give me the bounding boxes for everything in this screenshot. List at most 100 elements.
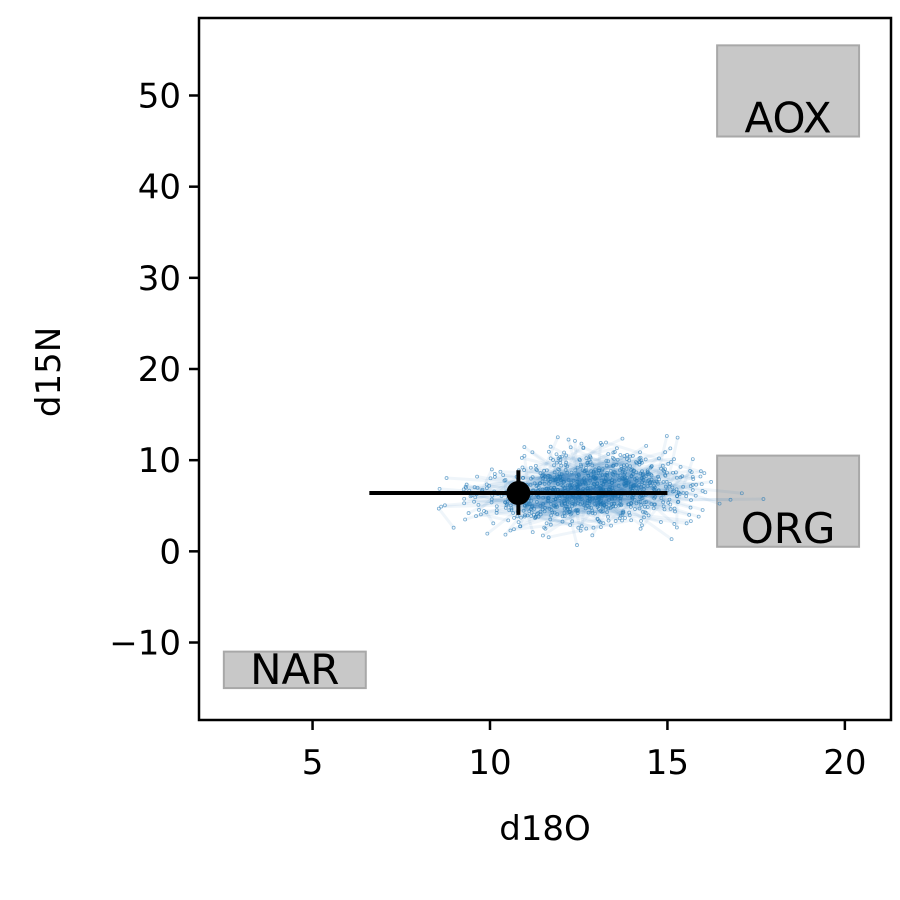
data-point [630,495,635,500]
data-point [625,453,629,457]
data-point [618,499,623,504]
data-point [472,485,477,490]
data-point [698,469,703,474]
data-point [534,467,539,472]
data-point [636,499,641,504]
data-point [577,457,582,462]
data-point [642,487,646,492]
y-tick-label: −10 [109,624,181,664]
data-point [530,530,535,535]
data-point [643,457,648,462]
data-point [598,473,603,478]
trace-line [618,454,628,481]
data-point [508,528,513,533]
data-point [615,473,620,478]
data-point [688,519,693,524]
data-point [644,444,649,448]
data-point [619,503,623,508]
data-point [503,532,508,537]
data-point [604,440,608,445]
data-point [620,469,625,474]
data-point [676,499,681,504]
data-point [674,487,679,492]
data-point [565,483,570,488]
data-point [587,498,592,503]
data-point [623,516,627,520]
data-point [617,478,621,482]
data-point [675,494,679,499]
data-point [611,450,616,455]
data-point [583,481,588,486]
data-point [641,509,645,514]
data-point [632,483,637,488]
data-point [536,495,540,499]
source-box-label: NAR [250,645,339,694]
trace-line [602,482,634,500]
data-point [522,468,527,472]
data-point [548,476,553,481]
data-point [575,484,580,488]
data-point [554,452,559,457]
data-point [498,469,503,474]
trace-line [530,467,662,481]
data-point [598,502,603,507]
trace-line [599,456,660,477]
data-point [592,471,596,476]
data-point [634,460,638,465]
data-point [573,438,577,443]
data-point [623,484,627,488]
data-point [535,468,539,473]
data-point [534,512,539,516]
data-point [690,483,695,487]
data-point [575,543,579,547]
data-point [618,453,623,457]
data-point [508,503,513,508]
trace-line [561,457,675,468]
data-point [638,450,642,455]
x-axis-label: d18O [499,809,591,849]
data-point [627,510,632,515]
data-point [552,463,556,468]
data-point [614,462,619,467]
data-point [609,523,613,528]
data-point [462,496,467,501]
data-point [521,476,526,480]
data-point [600,442,604,447]
data-point [579,464,584,469]
data-point [673,509,677,514]
trace-line [530,466,653,485]
data-point [548,502,553,506]
data-point [566,478,571,482]
data-point [587,505,592,510]
trace-line [551,508,571,516]
data-point [616,483,621,488]
source-box-label: AOX [745,94,832,143]
data-point [667,497,672,502]
data-point [558,460,563,465]
data-point [543,477,548,482]
data-point [728,497,733,502]
y-tick-label: 10 [138,441,181,481]
data-point [519,455,524,460]
data-point [573,468,578,473]
data-point [662,469,666,474]
data-point [640,523,644,528]
data-point [491,521,496,526]
trace-line [574,454,634,472]
data-point [610,455,615,460]
data-point [566,487,570,492]
data-point [530,450,535,455]
trace-line [513,497,764,504]
data-point [532,481,537,486]
trace-line [556,474,701,481]
data-point [634,501,639,506]
data-point [560,477,565,481]
data-point [518,524,522,529]
data-point [606,452,611,456]
data-point [691,477,696,481]
data-point [664,434,669,438]
data-point [512,527,516,532]
data-point [506,518,511,523]
data-point [681,484,685,489]
